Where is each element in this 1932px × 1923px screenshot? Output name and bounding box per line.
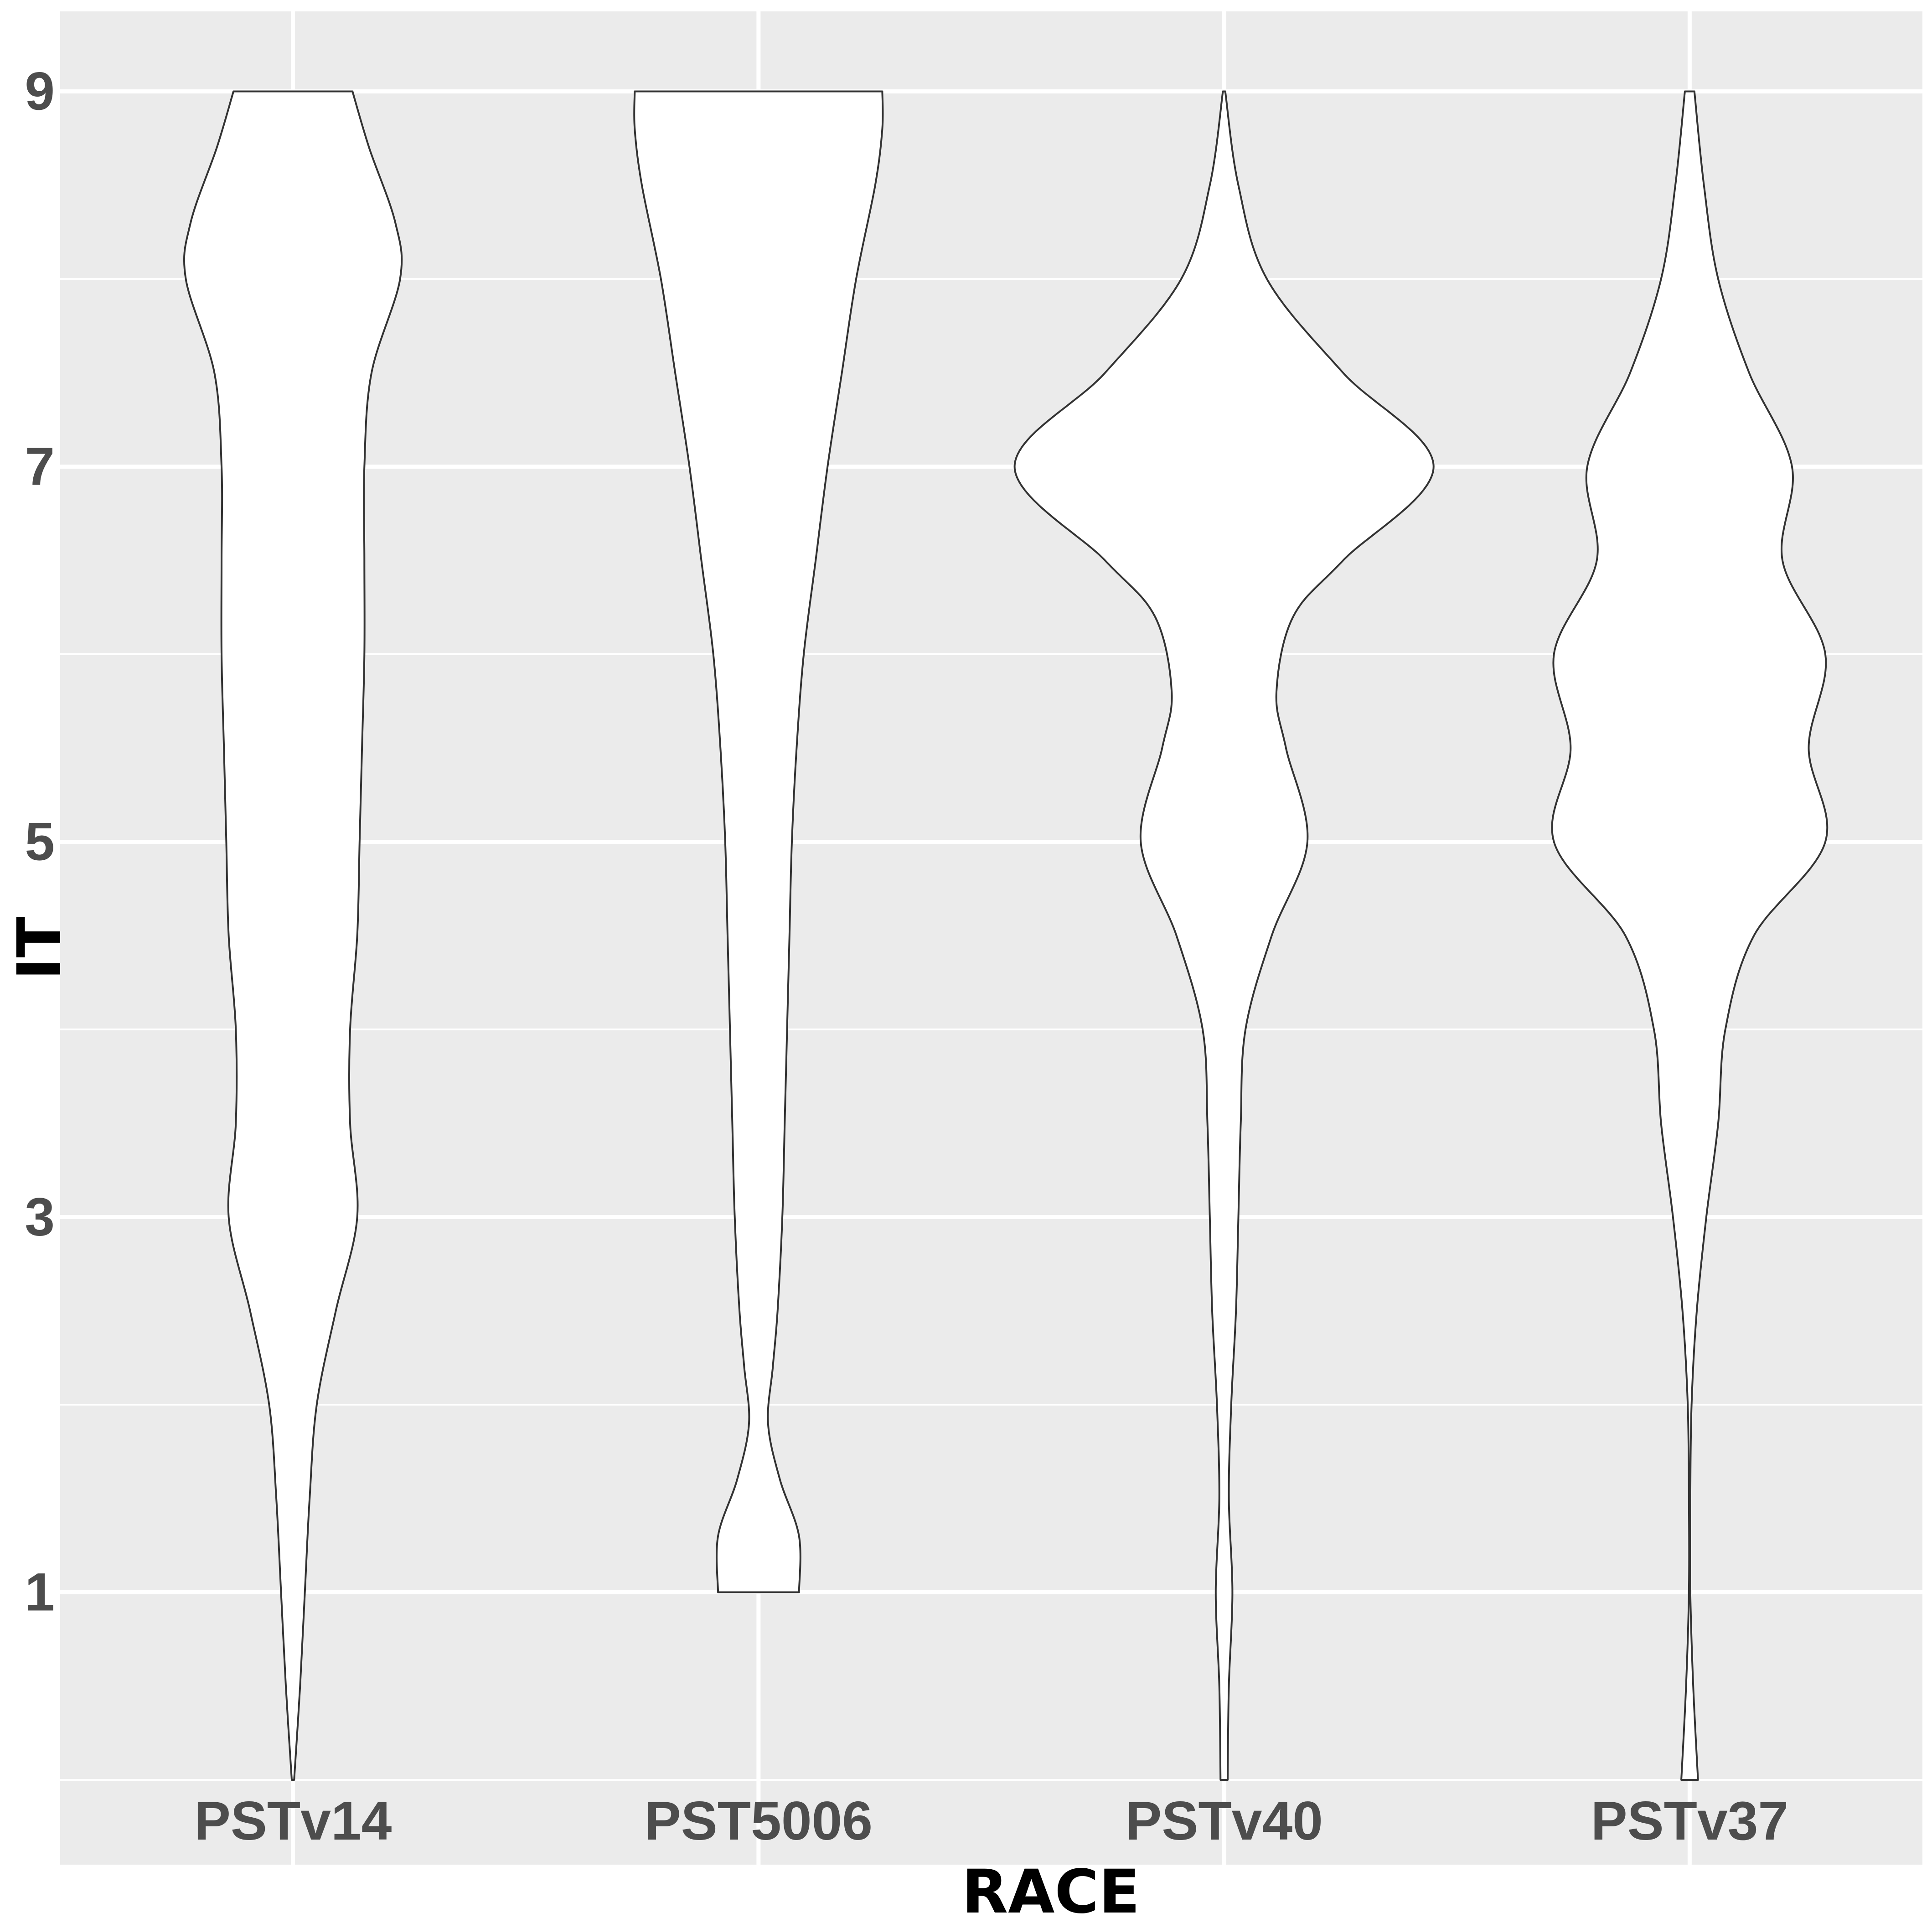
y-tick-label: 3 xyxy=(25,1187,55,1247)
grid-minor-lines xyxy=(60,278,1922,1781)
y-tick-label: 1 xyxy=(25,1562,55,1623)
x-axis-title: RACE xyxy=(962,1857,1140,1923)
x-tick-label: PSTv37 xyxy=(1591,1790,1789,1851)
x-tick-label: PST5006 xyxy=(645,1790,873,1851)
violins xyxy=(183,90,1829,1781)
y-tick-labels: 1 3 5 7 9 xyxy=(25,62,55,1623)
y-tick-label: 7 xyxy=(25,437,55,497)
y-tick-label: 9 xyxy=(25,62,55,122)
violin-PSTv14 xyxy=(183,90,403,1781)
violin-PST5006 xyxy=(633,90,884,1593)
violin-PSTv37 xyxy=(1551,90,1829,1781)
x-tick-label: PSTv14 xyxy=(194,1790,392,1851)
violin-PSTv40 xyxy=(1013,90,1435,1781)
y-tick-label: 5 xyxy=(25,812,55,872)
x-tick-label: PSTv40 xyxy=(1125,1790,1323,1851)
y-axis-title: IT xyxy=(5,916,75,980)
x-tick-labels: PSTv14 PST5006 PSTv40 PSTv37 xyxy=(194,1790,1788,1851)
